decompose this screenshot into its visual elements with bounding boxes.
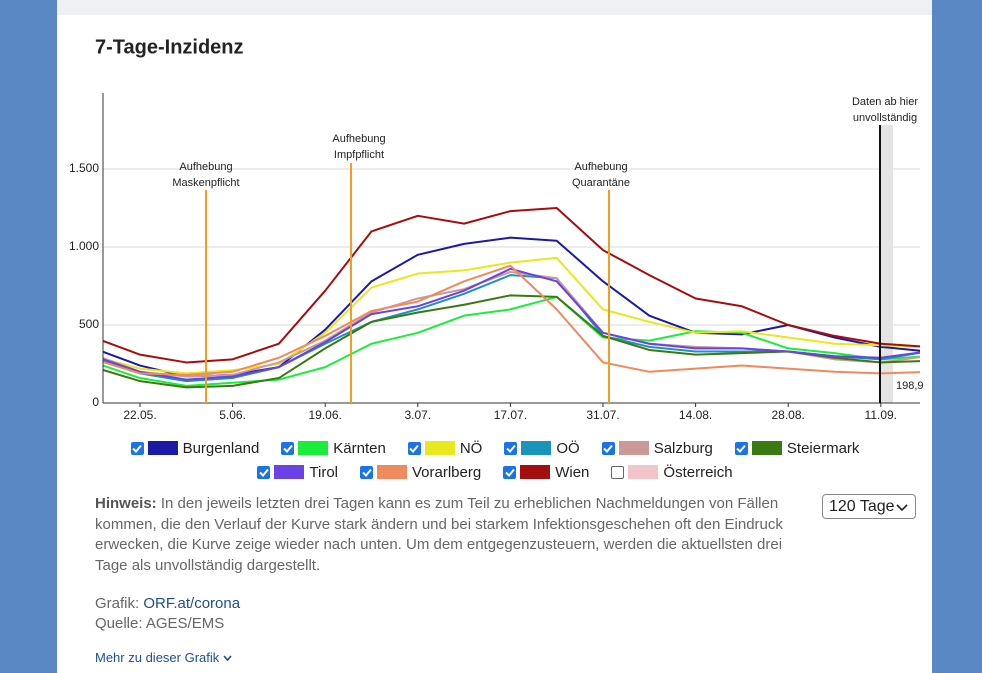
- check: [283, 444, 293, 453]
- x-tick-label: 3.07.: [404, 408, 431, 422]
- legend-label: OÖ: [556, 439, 580, 457]
- hint-text: In den jeweils letzten drei Tagen kann e…: [95, 495, 783, 574]
- legend-swatch: [298, 441, 329, 455]
- series-line: [103, 207, 920, 364]
- annotation-text: Quarantäne: [572, 177, 630, 189]
- quelle: Quelle: AGES/EMS: [95, 615, 225, 632]
- legend-item[interactable]: Burgenland: [130, 438, 260, 458]
- x-tick-label: 19.06.: [309, 408, 342, 422]
- legend-item[interactable]: OÖ: [504, 438, 580, 458]
- x-tick-label: 17.07.: [494, 408, 527, 422]
- hint-label: Hinweis:: [95, 495, 157, 512]
- legend-swatch: [424, 441, 455, 455]
- checkbox[interactable]: [407, 441, 421, 455]
- legend-swatch: [618, 441, 649, 455]
- grafik-link[interactable]: ORF.at/corona: [143, 595, 241, 612]
- incomplete-band: [880, 125, 893, 403]
- legend-swatch: [377, 465, 407, 479]
- legend-swatch: [520, 465, 551, 479]
- annotation-text: Impfpflicht: [334, 149, 384, 161]
- check: [409, 444, 420, 453]
- legend-label: Kärnten: [333, 439, 386, 457]
- range-select[interactable]: 120 Tage: [822, 494, 916, 519]
- legend-item[interactable]: Kärnten: [281, 438, 386, 458]
- chart-title: 7-Tage-Inzidenz: [95, 36, 244, 58]
- checkbox[interactable]: [504, 441, 518, 455]
- legend-item[interactable]: Steiermark: [734, 438, 860, 458]
- legend-item[interactable]: Salzburg: [601, 438, 713, 458]
- grafik-label: Grafik:: [95, 595, 140, 612]
- legend-item[interactable]: Tirol: [257, 462, 338, 482]
- series-line: [103, 256, 920, 375]
- checkbox[interactable]: [257, 465, 271, 479]
- legend-swatch: [147, 441, 178, 455]
- legend-item[interactable]: Österreich: [611, 462, 733, 482]
- legend-label: NÖ: [459, 439, 483, 457]
- y-tick-label: 0: [92, 395, 99, 409]
- annotation-text: unvollständig: [853, 112, 917, 124]
- x-tick-label: 22.05.: [123, 408, 156, 422]
- legend: Burgenland Kärnten NÖ OÖ Salzburg Steiermark T…: [80, 438, 910, 482]
- check: [506, 444, 516, 453]
- value-label: 198,9: [896, 380, 924, 392]
- x-tick-label: 14.08.: [679, 408, 712, 422]
- legend-swatch: [274, 465, 305, 479]
- legend-label: Tirol: [309, 463, 338, 481]
- legend-label: Österreich: [663, 463, 733, 481]
- source: Grafik: ORF.at/corona Quelle: AGES/EMS: [95, 594, 240, 634]
- annotation-text: Aufhebung: [332, 133, 385, 145]
- top-strip: [57, 0, 932, 15]
- x-tick-label: 11.09.: [865, 408, 897, 422]
- select-arrow: [896, 504, 908, 512]
- legend-swatch: [628, 465, 659, 479]
- y-tick-label: 500: [79, 317, 99, 331]
- legend-swatch: [751, 441, 782, 455]
- check: [736, 444, 747, 453]
- checkbox[interactable]: [130, 441, 144, 455]
- series-line: [103, 267, 920, 381]
- checkbox[interactable]: [611, 465, 625, 479]
- grafik-line: Grafik: ORF.at/corona: [95, 594, 240, 614]
- annotation-text: Daten ab hier: [852, 96, 918, 108]
- more-text: Mehr zu dieser Grafik: [95, 650, 220, 665]
- annotation-text: Aufhebung: [574, 161, 627, 173]
- legend-label: Salzburg: [653, 439, 713, 457]
- check: [361, 468, 372, 477]
- check: [505, 468, 515, 477]
- legend-item[interactable]: Vorarlberg: [360, 462, 481, 482]
- legend-item[interactable]: Wien: [503, 462, 589, 482]
- x-tick-label: 5.06.: [219, 408, 246, 422]
- x-tick-label: 31.07.: [586, 408, 619, 422]
- y-tick-label: 1.000: [69, 239, 99, 253]
- annotation-text: Aufhebung: [179, 161, 232, 173]
- annotation-text: Maskenpflicht: [172, 177, 239, 189]
- checkbox[interactable]: [601, 441, 615, 455]
- chart: 7-Tage-Inzidenz 0 500 1.000 1.500 22.05. 5.06…: [69, 36, 924, 422]
- more-link[interactable]: Mehr zu dieser Grafik: [95, 650, 232, 665]
- hint: Hinweis: In den jeweils letzten drei Tag…: [95, 494, 785, 576]
- series-line: [103, 295, 920, 387]
- y-tick-label: 1.500: [69, 161, 99, 175]
- legend-swatch: [521, 441, 552, 455]
- chevron: [223, 655, 232, 662]
- x-tick-label: 28.08.: [772, 408, 805, 422]
- select-text: 120 Tage: [829, 497, 895, 515]
- legend-label: Steiermark: [786, 439, 860, 457]
- legend-label: Vorarlberg: [412, 463, 482, 481]
- check: [603, 444, 613, 453]
- check: [259, 468, 269, 477]
- series-line: [103, 236, 920, 378]
- legend-item[interactable]: NÖ: [407, 438, 483, 458]
- checkbox[interactable]: [734, 441, 748, 455]
- legend-label: Burgenland: [182, 439, 260, 457]
- checkbox[interactable]: [360, 465, 373, 479]
- checkbox[interactable]: [503, 465, 517, 479]
- legend-label: Wien: [555, 463, 590, 481]
- checkbox[interactable]: [281, 441, 295, 455]
- series-line: [103, 264, 920, 376]
- check: [132, 444, 142, 453]
